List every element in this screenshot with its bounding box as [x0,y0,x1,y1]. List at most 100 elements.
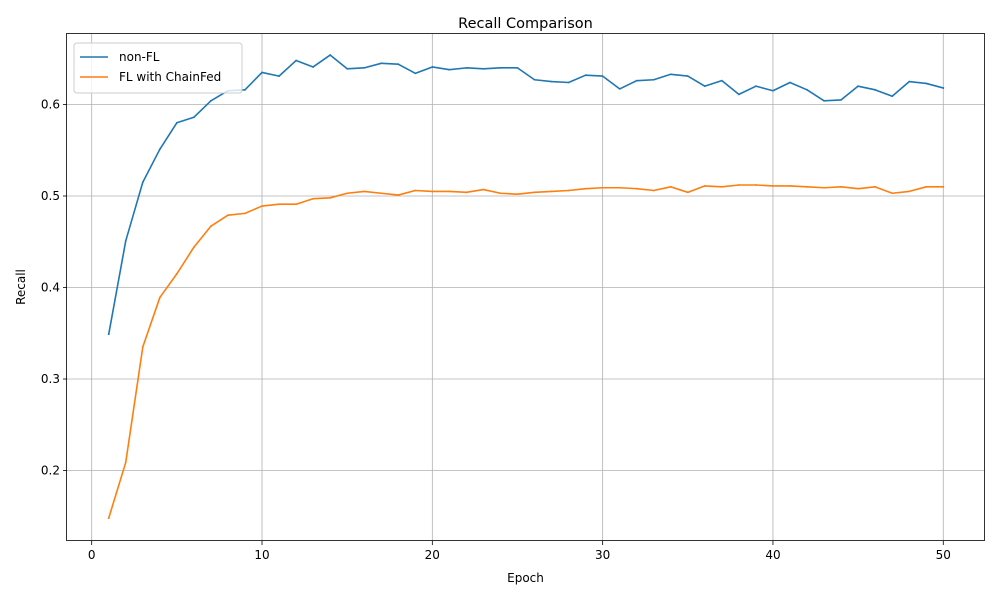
data-point [806,185,808,188]
data-point [925,82,928,85]
data-point [499,66,502,69]
data-point [806,88,808,91]
data-point [840,185,842,188]
data-point [227,214,229,217]
series-line-fl-with-chainfed [107,184,945,520]
data-point [686,191,689,194]
data-point [635,187,638,190]
data-point [192,246,195,249]
data-point [278,203,280,206]
x-tick-label: 10 [254,548,269,562]
data-point [295,59,297,62]
data-point [942,185,945,188]
x-axis-title: Epoch [507,571,544,585]
data-point [192,116,195,119]
data-point [107,333,110,336]
legend-box [73,42,243,94]
data-point [244,88,246,91]
data-point [925,185,928,188]
grid-layer [67,34,985,541]
data-point [278,75,280,77]
data-point [720,79,723,82]
data-point [244,212,246,215]
x-tick-label: 0 [88,548,96,562]
data-point [874,185,877,188]
data-point [397,194,400,196]
data-point [380,62,383,65]
tick-layer: 0 10 20 30 40 50 0.2 0.3 0.4 0.5 0.6 [41,97,951,562]
data-point [635,79,638,82]
legend-label: non-FL [119,50,160,64]
data-point [175,121,178,124]
data-point [158,296,161,299]
data-point [448,68,451,71]
series-line-non-fl [107,54,945,336]
data-point [175,272,178,275]
data-point [158,148,161,151]
data-point [772,89,774,92]
data-point [755,184,757,186]
y-tick-label: 0.5 [41,189,60,203]
data-point [312,66,315,68]
data-point [874,88,877,91]
data-point [141,181,144,184]
data-point [346,67,349,70]
data-point [533,78,536,81]
data-point [840,98,842,101]
data-point [448,190,451,193]
data-point [618,88,621,90]
y-tick-label: 0.3 [41,372,60,386]
data-point [210,99,212,102]
series-points-non-fl [107,54,945,336]
data-point [823,99,825,102]
data-point [107,517,110,520]
data-point [329,54,332,56]
data-point [431,66,434,68]
data-point [908,80,911,83]
y-tick-label: 0.6 [41,97,60,111]
data-point [891,95,894,98]
data-point [755,85,757,88]
data-point [397,63,400,66]
legend: non-FL FL with ChainFed [73,42,243,94]
data-point [567,81,570,84]
data-point [686,75,689,77]
x-tick-label: 40 [765,548,780,562]
plot-frame [66,33,985,541]
data-point [363,66,366,69]
series-points-fl-with-chainfed [107,184,945,520]
data-point [720,185,723,188]
data-point [789,185,791,187]
data-point [516,66,519,69]
data-point [584,74,587,77]
data-point [124,239,127,242]
data-point [772,185,774,187]
data-point [414,189,417,192]
data-point [567,189,570,192]
y-axis-title: Recall [14,269,28,305]
data-point [891,192,894,195]
x-tick-label: 30 [595,548,610,562]
legend-label: FL with ChainFed [119,70,221,84]
data-point [823,186,825,189]
data-point [210,225,212,228]
data-point [652,189,655,192]
data-point [261,71,263,74]
data-point [669,73,672,76]
y-tick-label: 0.4 [41,281,60,295]
data-point [737,184,740,186]
data-point [261,205,263,207]
data-point [141,346,144,348]
data-point [703,85,706,88]
data-point [499,192,502,195]
chart-title: Recall Comparison [458,16,593,32]
data-point [737,93,740,96]
data-point [380,192,383,195]
data-point [550,190,553,193]
data-point [618,186,621,189]
y-tick-label: 0.2 [41,464,60,478]
data-point [465,191,468,194]
data-point [942,87,945,89]
